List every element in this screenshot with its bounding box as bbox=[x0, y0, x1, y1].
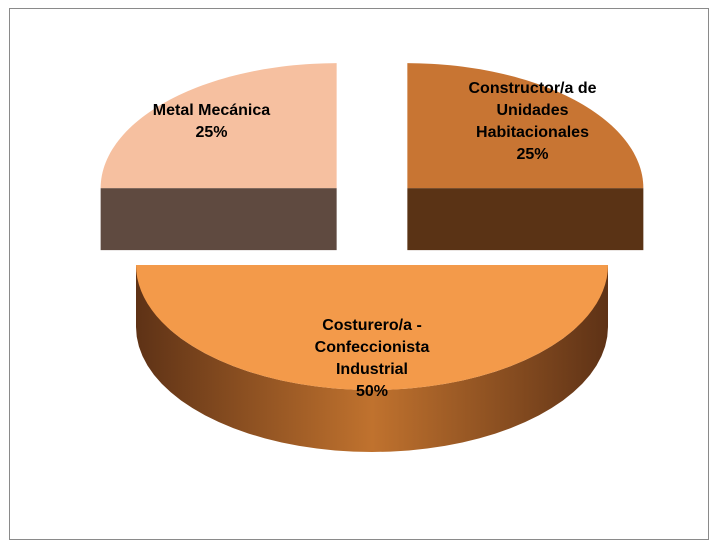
category-label: Metal Mecánica bbox=[152, 101, 271, 119]
category-label: Constructor/a de Unidades Habitacionales bbox=[468, 79, 597, 141]
slice-side bbox=[407, 188, 644, 251]
slice-label: Metal Mecánica 25% bbox=[136, 100, 286, 144]
slice-label: Constructor/a de Unidades Habitacionales… bbox=[458, 78, 608, 166]
value-label: 25% bbox=[516, 145, 549, 163]
category-label: Costurero/a - Confeccionista Industrial bbox=[314, 316, 430, 378]
slice-wall bbox=[136, 265, 608, 452]
slice bbox=[136, 265, 608, 390]
chart-frame bbox=[9, 8, 709, 540]
slice-label: Costurero/a - Confeccionista Industrial 5… bbox=[297, 315, 447, 403]
slice bbox=[407, 63, 644, 189]
value-label: 50% bbox=[355, 382, 389, 400]
value-label: 25% bbox=[195, 123, 228, 141]
slice bbox=[100, 63, 337, 189]
slice-side bbox=[100, 188, 337, 251]
